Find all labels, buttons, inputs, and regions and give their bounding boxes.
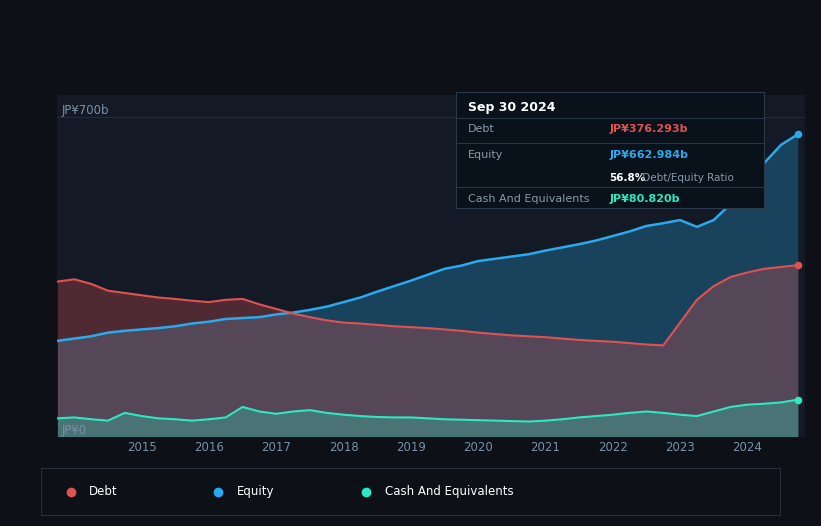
Point bbox=[791, 261, 805, 269]
Text: Debt: Debt bbox=[468, 125, 495, 135]
Text: JP¥376.293b: JP¥376.293b bbox=[610, 125, 688, 135]
Text: JP¥700b: JP¥700b bbox=[62, 105, 108, 117]
Text: JP¥662.984b: JP¥662.984b bbox=[610, 150, 689, 160]
Text: Cash And Equivalents: Cash And Equivalents bbox=[468, 194, 589, 204]
Text: Debt: Debt bbox=[89, 485, 117, 498]
Text: 56.8%: 56.8% bbox=[610, 173, 646, 183]
Text: Sep 30 2024: Sep 30 2024 bbox=[468, 102, 556, 114]
Text: Equity: Equity bbox=[237, 485, 274, 498]
Text: Debt/Equity Ratio: Debt/Equity Ratio bbox=[639, 173, 734, 183]
Text: JP¥80.820b: JP¥80.820b bbox=[610, 194, 680, 204]
Point bbox=[791, 130, 805, 138]
Text: Equity: Equity bbox=[468, 150, 503, 160]
Text: JP¥0: JP¥0 bbox=[62, 423, 86, 437]
Text: Cash And Equivalents: Cash And Equivalents bbox=[385, 485, 513, 498]
Point bbox=[791, 396, 805, 404]
